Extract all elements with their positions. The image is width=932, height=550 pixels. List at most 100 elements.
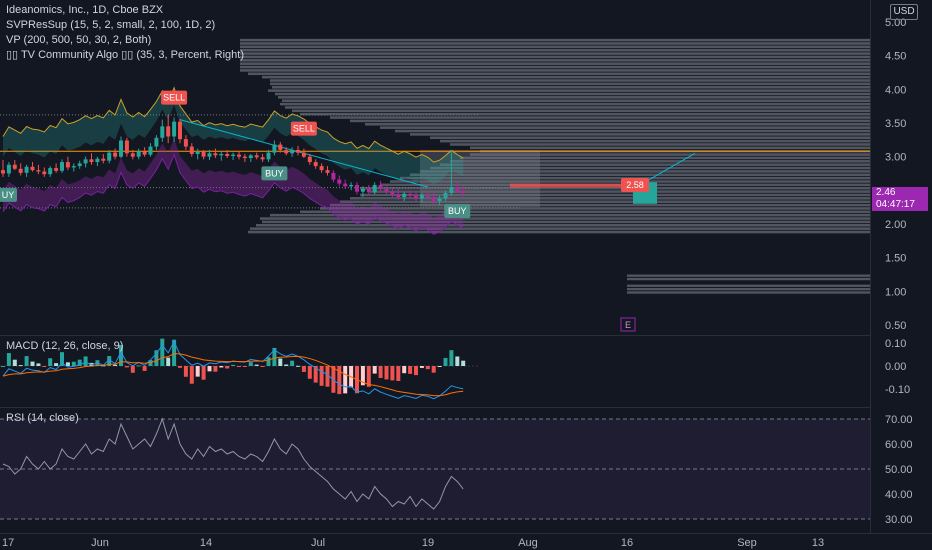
price-tick: 2.00 <box>885 219 906 231</box>
indicator-algo[interactable]: ▯▯ TV Community Algo ▯▯ (35, 3, Percent,… <box>6 49 244 61</box>
volume-profile-bar <box>430 166 870 170</box>
rsi-legend[interactable]: RSI (14, close) <box>6 412 79 424</box>
volume-profile-bar <box>240 62 870 65</box>
candle-body <box>136 151 141 157</box>
rsi-pane[interactable] <box>0 407 870 520</box>
macd-hist-bar <box>154 350 159 366</box>
time-axis[interactable]: 17 Jun 14 Jul 19 Aug 16 Sep 13 <box>0 533 932 550</box>
macd-hist-bar <box>378 366 383 378</box>
candle-body <box>60 162 64 171</box>
candle-body <box>48 168 53 175</box>
candle-body <box>154 137 159 147</box>
candle-body <box>443 193 448 199</box>
volume-profile-bar <box>282 99 870 102</box>
candle-body <box>408 193 413 196</box>
macd-hist-bar <box>18 365 23 367</box>
volume-profile-bar <box>627 277 870 281</box>
time-tick: Jun <box>91 537 109 549</box>
macd-pane[interactable] <box>0 335 870 400</box>
price-tick: 3.00 <box>885 152 906 164</box>
candle-body <box>237 154 241 157</box>
volume-profile-bar <box>430 136 870 140</box>
macd-hist-bar <box>372 366 377 374</box>
volume-profile-bar <box>270 82 870 86</box>
volume-profile-bar <box>248 72 870 76</box>
macd-hist-bar <box>437 366 442 367</box>
candle-body <box>372 184 377 193</box>
volume-profile-bar <box>440 139 870 143</box>
time-tick: 13 <box>812 537 824 549</box>
candle-body <box>396 194 401 198</box>
volume-profile-bar <box>278 96 870 99</box>
macd-hist-bar <box>301 366 306 372</box>
volume-profile-bar <box>260 217 870 220</box>
volume-profile-bar <box>410 133 870 136</box>
macd-hist-bar <box>160 338 165 366</box>
candle-body <box>213 153 218 156</box>
macd-hist-bar <box>195 366 200 377</box>
macd-hist-bar <box>237 366 241 367</box>
volume-profile-bar <box>280 102 870 106</box>
time-tick: 17 <box>2 537 14 549</box>
time-tick: 19 <box>422 537 434 549</box>
candle-body <box>166 126 171 137</box>
candle-body <box>225 153 230 156</box>
last-price-value: 2.46 <box>876 187 896 198</box>
price-pane[interactable]: SELL SELL BUY BUY UY 2.58 E <box>0 38 870 332</box>
macd-hist-bar <box>142 366 147 371</box>
macd-hist-bar <box>455 356 460 366</box>
indicator-vp[interactable]: VP (200, 500, 50, 30, 2, Both) <box>6 34 152 46</box>
volume-profile-bar <box>627 274 870 277</box>
candle-body <box>77 163 82 167</box>
volume-profile-bar <box>262 75 870 79</box>
macd-hist-bar <box>225 366 230 369</box>
macd-hist-bar <box>425 366 430 370</box>
target-label-bg <box>621 177 649 192</box>
price-axis[interactable]: 5.004.504.003.503.002.502.001.501.000.50… <box>870 0 913 533</box>
volume-profile-bar <box>262 220 870 224</box>
macd-hist-bar <box>272 347 277 366</box>
candle-body <box>89 159 94 163</box>
macd-hist-bar <box>419 366 424 368</box>
time-tick: Aug <box>518 537 538 549</box>
signal-bubble <box>161 90 188 105</box>
macd-hist-bar <box>113 364 118 366</box>
macd-hist-bar <box>124 366 129 368</box>
volume-profile-bar <box>330 116 870 119</box>
price-tick: 0.50 <box>885 320 906 332</box>
indicator-svpressup[interactable]: SVPResSup (15, 5, 2, small, 2, 100, 1D, … <box>6 19 216 31</box>
macd-hist-bar <box>384 366 389 380</box>
volume-profile-bar <box>256 224 870 227</box>
volume-profile-bar <box>240 48 870 52</box>
candle-body <box>101 158 106 161</box>
candle-body <box>384 188 389 192</box>
volume-profile-bar <box>370 190 870 193</box>
currency-button[interactable]: USD <box>890 4 918 20</box>
macd-line <box>2 340 464 400</box>
rsi-tick: 40.00 <box>885 489 913 501</box>
candle-body <box>319 166 324 171</box>
candle-body <box>390 191 395 195</box>
volume-profile-bar <box>420 170 870 173</box>
macd-legend[interactable]: MACD (12, 26, close, 9) <box>6 340 124 352</box>
macd-hist-bar <box>24 356 29 366</box>
macd-hist-bar <box>290 360 295 366</box>
macd-hist-bar <box>325 366 330 387</box>
macd-hist-bar <box>1 366 5 367</box>
volume-profile-bar <box>240 42 870 45</box>
volume-profile-bar <box>380 126 870 129</box>
volume-profile-bar <box>300 210 870 214</box>
volume-profile-bar <box>285 106 870 109</box>
candle-body <box>201 151 206 157</box>
macd-hist-bar <box>231 364 236 366</box>
candle-body <box>425 195 430 198</box>
volume-profile-bar <box>240 45 870 49</box>
volume-profile-bar <box>360 186 870 190</box>
candle-body <box>360 188 365 192</box>
macd-hist-bar <box>83 356 88 366</box>
macd-hist-bar <box>213 366 218 372</box>
macd-hist-bar <box>296 365 300 367</box>
candle-body <box>119 140 123 157</box>
candle-body <box>254 155 259 158</box>
